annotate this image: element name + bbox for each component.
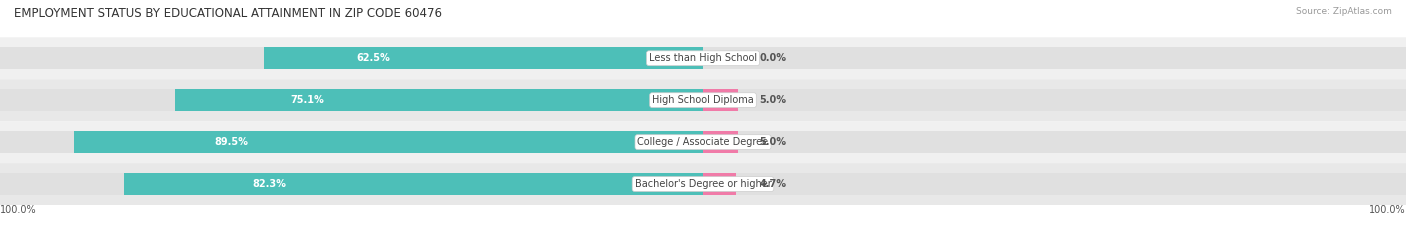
Bar bbox=[703, 47, 1406, 69]
Bar bbox=[703, 131, 1406, 153]
Text: 4.7%: 4.7% bbox=[759, 179, 786, 189]
Bar bbox=[703, 173, 1406, 195]
Bar bbox=[264, 47, 703, 69]
Bar bbox=[0, 131, 703, 153]
Text: 5.0%: 5.0% bbox=[759, 137, 786, 147]
FancyBboxPatch shape bbox=[0, 37, 1406, 79]
Text: 100.0%: 100.0% bbox=[0, 205, 37, 215]
Text: College / Associate Degree: College / Associate Degree bbox=[637, 137, 769, 147]
Text: Bachelor's Degree or higher: Bachelor's Degree or higher bbox=[634, 179, 772, 189]
Bar bbox=[703, 89, 1406, 111]
Bar bbox=[125, 173, 703, 195]
Text: EMPLOYMENT STATUS BY EDUCATIONAL ATTAINMENT IN ZIP CODE 60476: EMPLOYMENT STATUS BY EDUCATIONAL ATTAINM… bbox=[14, 7, 441, 20]
FancyBboxPatch shape bbox=[0, 163, 1406, 205]
FancyBboxPatch shape bbox=[0, 121, 1406, 163]
Text: 75.1%: 75.1% bbox=[290, 95, 323, 105]
Text: 82.3%: 82.3% bbox=[252, 179, 285, 189]
Bar bbox=[703, 131, 738, 153]
Bar bbox=[0, 89, 703, 111]
Text: 62.5%: 62.5% bbox=[357, 53, 391, 63]
Text: Source: ZipAtlas.com: Source: ZipAtlas.com bbox=[1296, 7, 1392, 16]
Bar bbox=[703, 173, 737, 195]
Bar bbox=[703, 89, 738, 111]
Bar bbox=[0, 47, 703, 69]
Bar bbox=[73, 131, 703, 153]
Text: 89.5%: 89.5% bbox=[214, 137, 247, 147]
Text: 5.0%: 5.0% bbox=[759, 95, 786, 105]
Text: Less than High School: Less than High School bbox=[650, 53, 756, 63]
FancyBboxPatch shape bbox=[0, 79, 1406, 121]
Text: 100.0%: 100.0% bbox=[1369, 205, 1406, 215]
Text: High School Diploma: High School Diploma bbox=[652, 95, 754, 105]
Text: 0.0%: 0.0% bbox=[759, 53, 786, 63]
Bar bbox=[176, 89, 703, 111]
Bar bbox=[0, 173, 703, 195]
